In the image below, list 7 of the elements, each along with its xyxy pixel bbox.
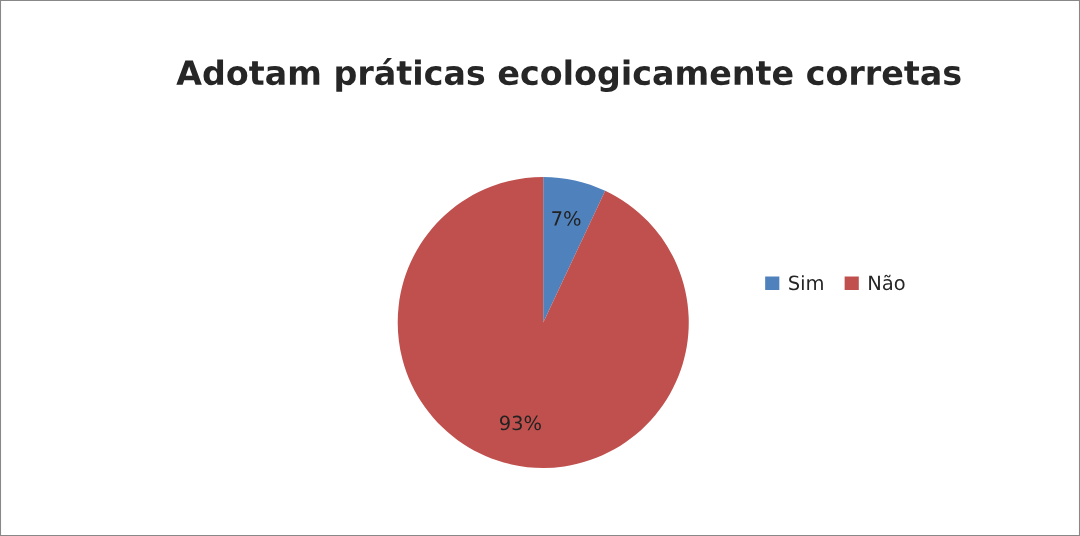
legend-label: Sim [789, 275, 823, 291]
chart-title: Adotam práticas ecologicamente corretas [176, 58, 961, 92]
data-label: 93% [500, 415, 541, 431]
pie-slice [397, 176, 689, 468]
legend-label: Não [869, 274, 905, 291]
data-label: 7% [552, 211, 581, 226]
pie-slice [543, 176, 606, 323]
